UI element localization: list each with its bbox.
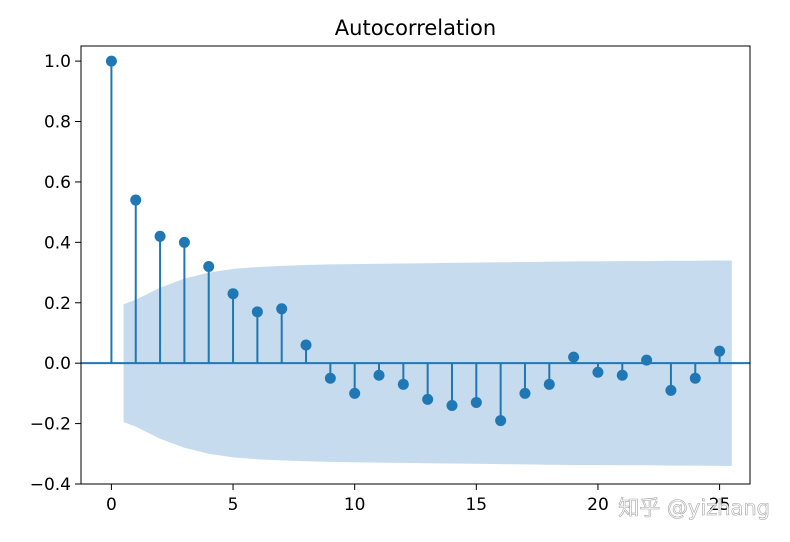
data-point (324, 372, 336, 384)
x-tick-label: 5 (228, 495, 239, 515)
data-point (276, 303, 288, 315)
data-point (616, 369, 628, 381)
y-tick-label: 1.0 (44, 52, 71, 72)
data-point (130, 194, 142, 206)
data-point (519, 387, 531, 399)
data-point (470, 396, 482, 408)
plot-frame (80, 45, 751, 485)
data-point (154, 230, 166, 242)
y-tick-label: 0.0 (44, 354, 71, 374)
y-tick-label: −0.4 (30, 475, 71, 495)
data-point (300, 339, 312, 351)
y-tick-label: 0.6 (44, 173, 71, 193)
data-point (592, 366, 604, 378)
data-point (349, 387, 361, 399)
data-point (689, 372, 701, 384)
data-point (446, 399, 458, 411)
data-point (422, 393, 434, 405)
x-tick-label: 25 (709, 495, 731, 515)
data-point (203, 261, 215, 273)
data-point (251, 306, 263, 318)
y-tick-label: 0.4 (44, 233, 71, 253)
data-point (714, 345, 726, 357)
y-tick-label: 0.8 (44, 113, 71, 133)
x-tick-label: 10 (344, 495, 366, 515)
x-tick-label: 20 (587, 495, 609, 515)
x-tick-label: 0 (106, 495, 117, 515)
data-point (543, 378, 555, 390)
data-point (665, 384, 677, 396)
watermark: 知乎 @yizhang (618, 496, 770, 520)
data-point (495, 415, 507, 427)
y-tick-label: −0.2 (30, 415, 71, 435)
x-tick-label: 15 (465, 495, 487, 515)
data-point (105, 55, 117, 67)
data-point (178, 236, 190, 248)
y-tick-label: 0.2 (44, 294, 71, 314)
data-point (227, 288, 239, 300)
chart-title: Autocorrelation (335, 16, 496, 40)
data-point (373, 369, 385, 381)
data-point (397, 378, 409, 390)
data-point (568, 351, 580, 363)
data-point (641, 354, 653, 366)
